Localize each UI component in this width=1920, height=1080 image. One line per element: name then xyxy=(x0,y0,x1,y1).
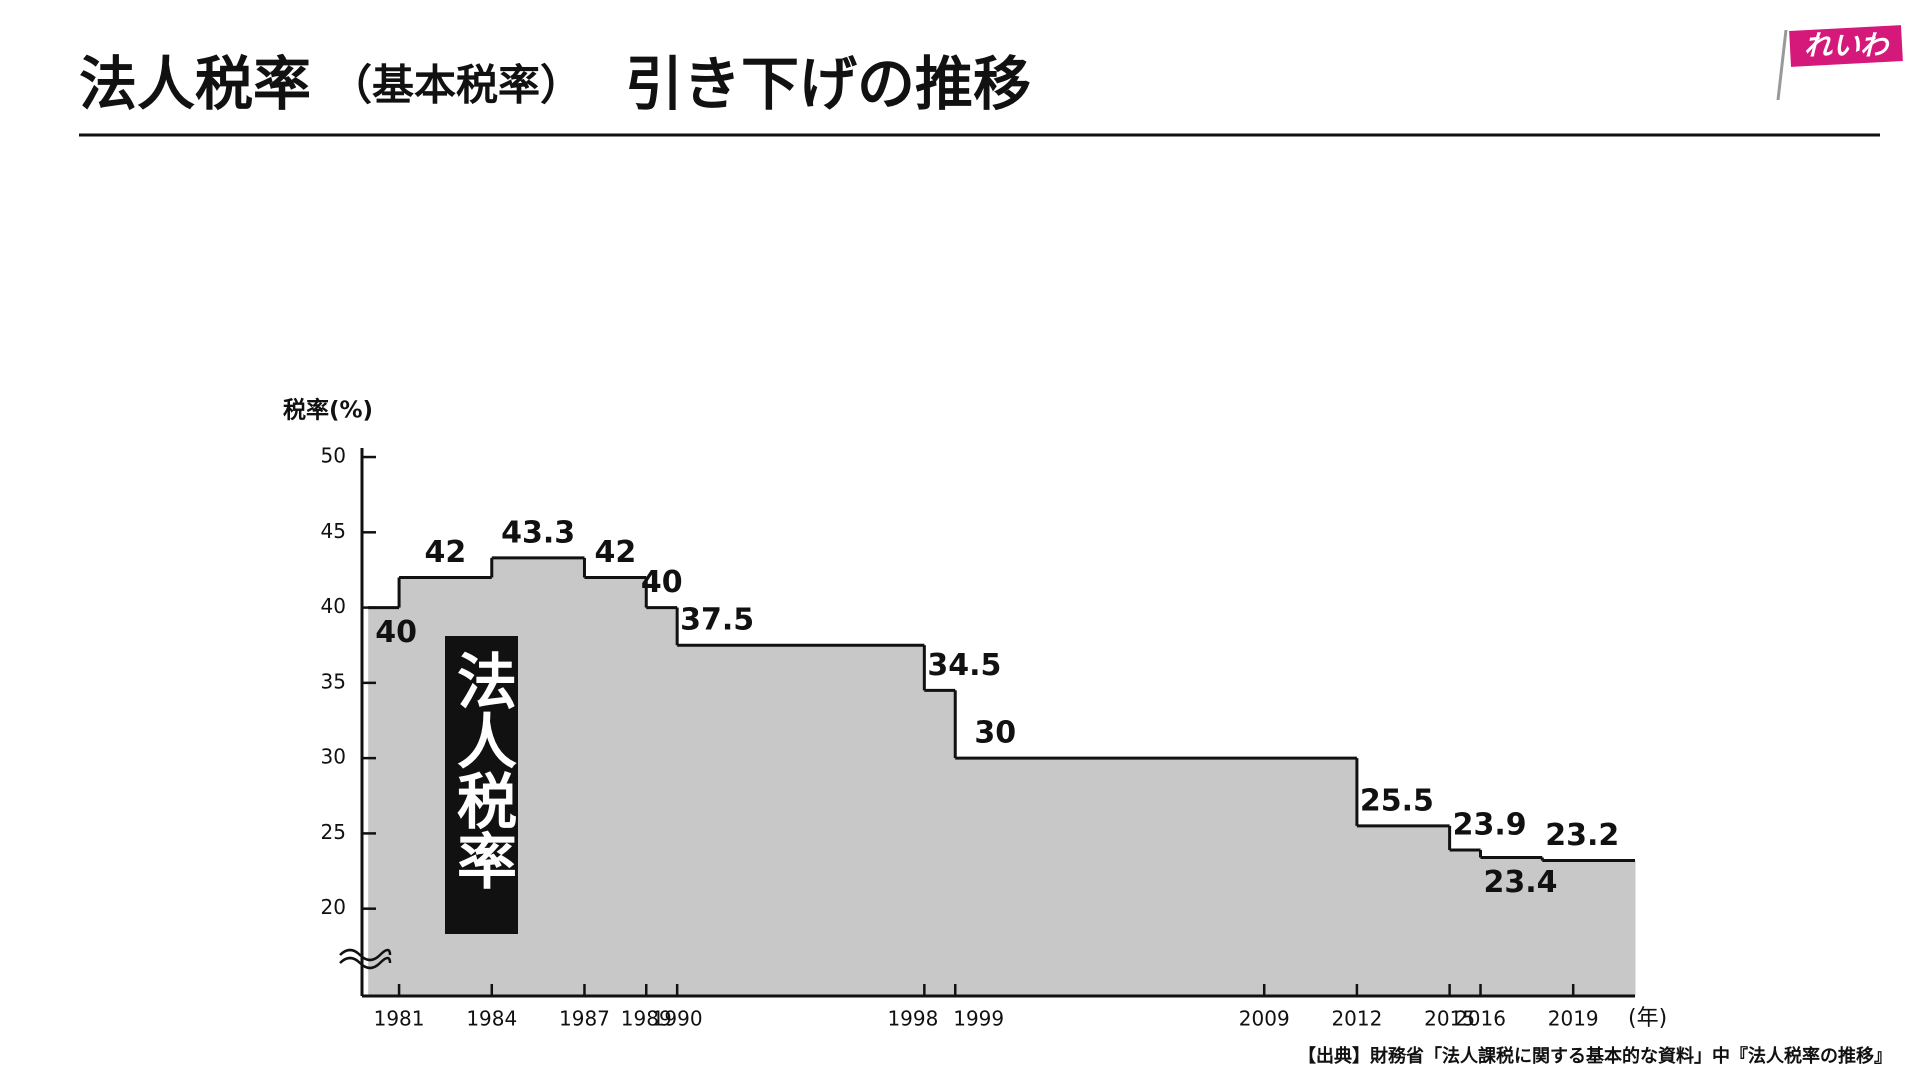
area-segment xyxy=(924,690,956,996)
logo-pole xyxy=(1776,29,1788,101)
y-tick-label: 20 xyxy=(321,895,346,919)
x-tick-label: 2019 xyxy=(1548,1007,1599,1031)
value-label: 23.2 xyxy=(1545,818,1619,853)
value-label: 42 xyxy=(594,535,636,570)
value-label: 37.5 xyxy=(680,603,754,638)
y-tick-label: 40 xyxy=(321,594,346,618)
title-tail: 引き下げの推移 xyxy=(625,50,1031,118)
x-tick-label: 1990 xyxy=(652,1007,703,1031)
y-tick-label: 35 xyxy=(321,669,346,693)
title-paren: （基本税率） xyxy=(330,61,582,110)
y-tick-label: 30 xyxy=(321,745,346,769)
value-label: 23.4 xyxy=(1483,865,1557,900)
x-tick-label: 1981 xyxy=(374,1007,425,1031)
area-segment xyxy=(584,577,647,996)
area-segment xyxy=(955,758,1358,996)
box-label: 法人税率 xyxy=(447,650,517,890)
y-tick-label: 25 xyxy=(321,820,346,844)
logo-bg xyxy=(1789,25,1903,67)
x-tick-label: 2009 xyxy=(1239,1007,1290,1031)
logo-text: れいわ xyxy=(1804,29,1890,62)
area-segment xyxy=(1449,849,1482,996)
area-segment xyxy=(1480,857,1543,996)
area-segment xyxy=(1542,860,1636,996)
y-axis-label: 税率(%) xyxy=(283,397,373,424)
axis-break xyxy=(339,948,392,970)
x-tick-label: 2012 xyxy=(1331,1007,1382,1031)
x-unit: (年) xyxy=(1628,1006,1667,1031)
y-tick-label: 45 xyxy=(321,519,346,543)
x-tick-label: 2015 xyxy=(1424,1007,1475,1031)
area-segment xyxy=(368,607,400,996)
value-label: 42 xyxy=(425,535,467,570)
x-tick-label: 1999 xyxy=(953,1007,1004,1031)
x-tick-label: 1998 xyxy=(887,1007,938,1031)
value-label: 30 xyxy=(974,716,1016,751)
logo: れいわ xyxy=(1776,25,1903,101)
value-label: 40 xyxy=(375,615,417,650)
label-box xyxy=(445,636,518,934)
source: 【出典】財務省「法人課税に関する基本的な資料」中『法人税率の推移』 xyxy=(1298,1045,1892,1067)
value-label: 23.9 xyxy=(1453,807,1527,842)
value-label: 40 xyxy=(641,565,683,600)
area-segment xyxy=(677,645,925,996)
y-tick-label: 50 xyxy=(321,444,346,468)
area-segment xyxy=(1356,825,1451,996)
x-tick-label: 1984 xyxy=(466,1007,517,1031)
x-tick-label: 2016 xyxy=(1455,1007,1506,1031)
value-label: 34.5 xyxy=(927,648,1001,683)
x-tick-label: 1989 xyxy=(621,1007,672,1031)
area-segment xyxy=(646,607,678,996)
x-tick-label: 1987 xyxy=(559,1007,610,1031)
value-label: 25.5 xyxy=(1360,783,1434,818)
value-label: 43.3 xyxy=(501,515,575,550)
title-main: 法人税率 xyxy=(79,50,311,118)
